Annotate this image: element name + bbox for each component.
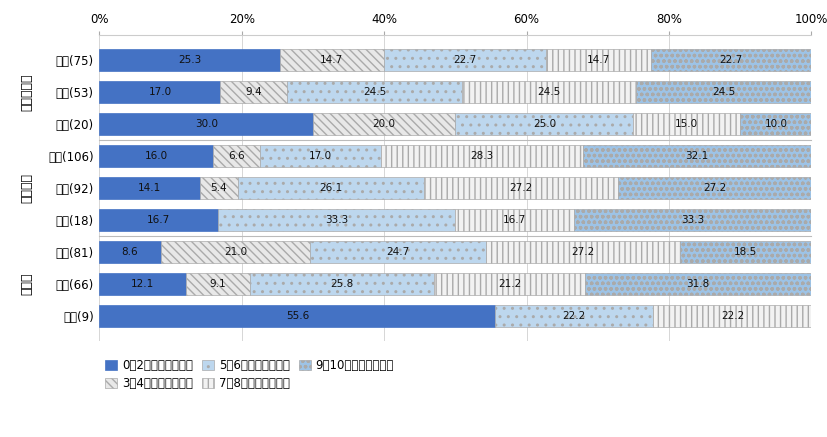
Bar: [99, 209, 218, 231]
Text: 8.6: 8.6: [122, 247, 138, 257]
Bar: [99, 273, 185, 295]
Text: 25.0: 25.0: [533, 119, 555, 129]
Text: 9.4: 9.4: [246, 87, 262, 97]
Bar: [384, 49, 545, 71]
Text: 26.1: 26.1: [319, 183, 342, 193]
Bar: [617, 177, 810, 199]
Bar: [650, 49, 811, 71]
Bar: [633, 113, 739, 135]
Text: 22.2: 22.2: [562, 311, 586, 321]
Text: 16.7: 16.7: [503, 215, 526, 225]
Text: 10.0: 10.0: [763, 119, 786, 129]
Text: 交通事故: 交通事故: [21, 173, 34, 203]
Bar: [455, 209, 574, 231]
Bar: [679, 241, 810, 263]
Bar: [238, 177, 423, 199]
Bar: [310, 241, 485, 263]
Bar: [99, 305, 495, 327]
Text: 18.5: 18.5: [733, 247, 756, 257]
Text: 55.6: 55.6: [285, 311, 308, 321]
Text: 22.2: 22.2: [720, 311, 743, 321]
Text: 9.1: 9.1: [209, 279, 226, 289]
Bar: [545, 49, 650, 71]
Text: 28.3: 28.3: [470, 151, 493, 161]
Bar: [280, 49, 384, 71]
Text: 12.1: 12.1: [131, 279, 154, 289]
Text: 14.7: 14.7: [320, 55, 343, 65]
Bar: [199, 177, 238, 199]
Bar: [287, 81, 461, 103]
Text: 32.1: 32.1: [685, 151, 708, 161]
Bar: [260, 145, 381, 167]
Bar: [461, 81, 635, 103]
Text: 22.7: 22.7: [453, 55, 476, 65]
Bar: [313, 113, 455, 135]
Text: 27.2: 27.2: [571, 247, 594, 257]
Legend: 0～2割程度回復した, 3～4割程度回復した, 5～6割程度回復した, 7～8割程度回復した, 9～10割程度回復した: 0～2割程度回復した, 3～4割程度回復した, 5～6割程度回復した, 7～8割…: [105, 359, 394, 390]
Bar: [433, 273, 585, 295]
Bar: [99, 81, 220, 103]
Bar: [423, 177, 617, 199]
Text: 30.0: 30.0: [194, 119, 218, 129]
Text: 24.5: 24.5: [362, 87, 385, 97]
Bar: [381, 145, 582, 167]
Text: 24.7: 24.7: [386, 247, 409, 257]
Text: 殺人・傷害: 殺人・傷害: [21, 73, 34, 111]
Text: 31.8: 31.8: [686, 279, 709, 289]
Text: 33.3: 33.3: [681, 215, 704, 225]
Text: 21.2: 21.2: [497, 279, 520, 289]
Bar: [585, 273, 810, 295]
Bar: [99, 113, 313, 135]
Bar: [495, 305, 653, 327]
Bar: [739, 113, 810, 135]
Bar: [213, 145, 260, 167]
Bar: [99, 177, 199, 199]
Bar: [220, 81, 287, 103]
Text: 5.4: 5.4: [210, 183, 227, 193]
Bar: [485, 241, 679, 263]
Text: 22.7: 22.7: [719, 55, 742, 65]
Bar: [99, 49, 280, 71]
Bar: [653, 305, 810, 327]
Bar: [160, 241, 310, 263]
Text: 24.5: 24.5: [537, 87, 560, 97]
Bar: [455, 113, 633, 135]
Text: 性犯罪: 性犯罪: [21, 273, 34, 295]
Text: 27.2: 27.2: [702, 183, 725, 193]
Bar: [635, 81, 810, 103]
Text: 25.3: 25.3: [178, 55, 201, 65]
Text: 6.6: 6.6: [228, 151, 245, 161]
Text: 17.0: 17.0: [148, 87, 171, 97]
Text: 14.7: 14.7: [586, 55, 609, 65]
Text: 25.8: 25.8: [330, 279, 353, 289]
Text: 24.5: 24.5: [711, 87, 734, 97]
Bar: [250, 273, 433, 295]
Bar: [574, 209, 810, 231]
Bar: [582, 145, 810, 167]
Bar: [99, 145, 213, 167]
Text: 33.3: 33.3: [325, 215, 348, 225]
Bar: [218, 209, 455, 231]
Bar: [99, 241, 160, 263]
Bar: [185, 273, 250, 295]
Text: 14.1: 14.1: [138, 183, 161, 193]
Text: 16.7: 16.7: [147, 215, 170, 225]
Text: 20.0: 20.0: [372, 119, 395, 129]
Text: 16.0: 16.0: [145, 151, 168, 161]
Text: 27.2: 27.2: [509, 183, 532, 193]
Text: 17.0: 17.0: [308, 151, 332, 161]
Text: 15.0: 15.0: [675, 119, 697, 129]
Text: 21.0: 21.0: [223, 247, 246, 257]
